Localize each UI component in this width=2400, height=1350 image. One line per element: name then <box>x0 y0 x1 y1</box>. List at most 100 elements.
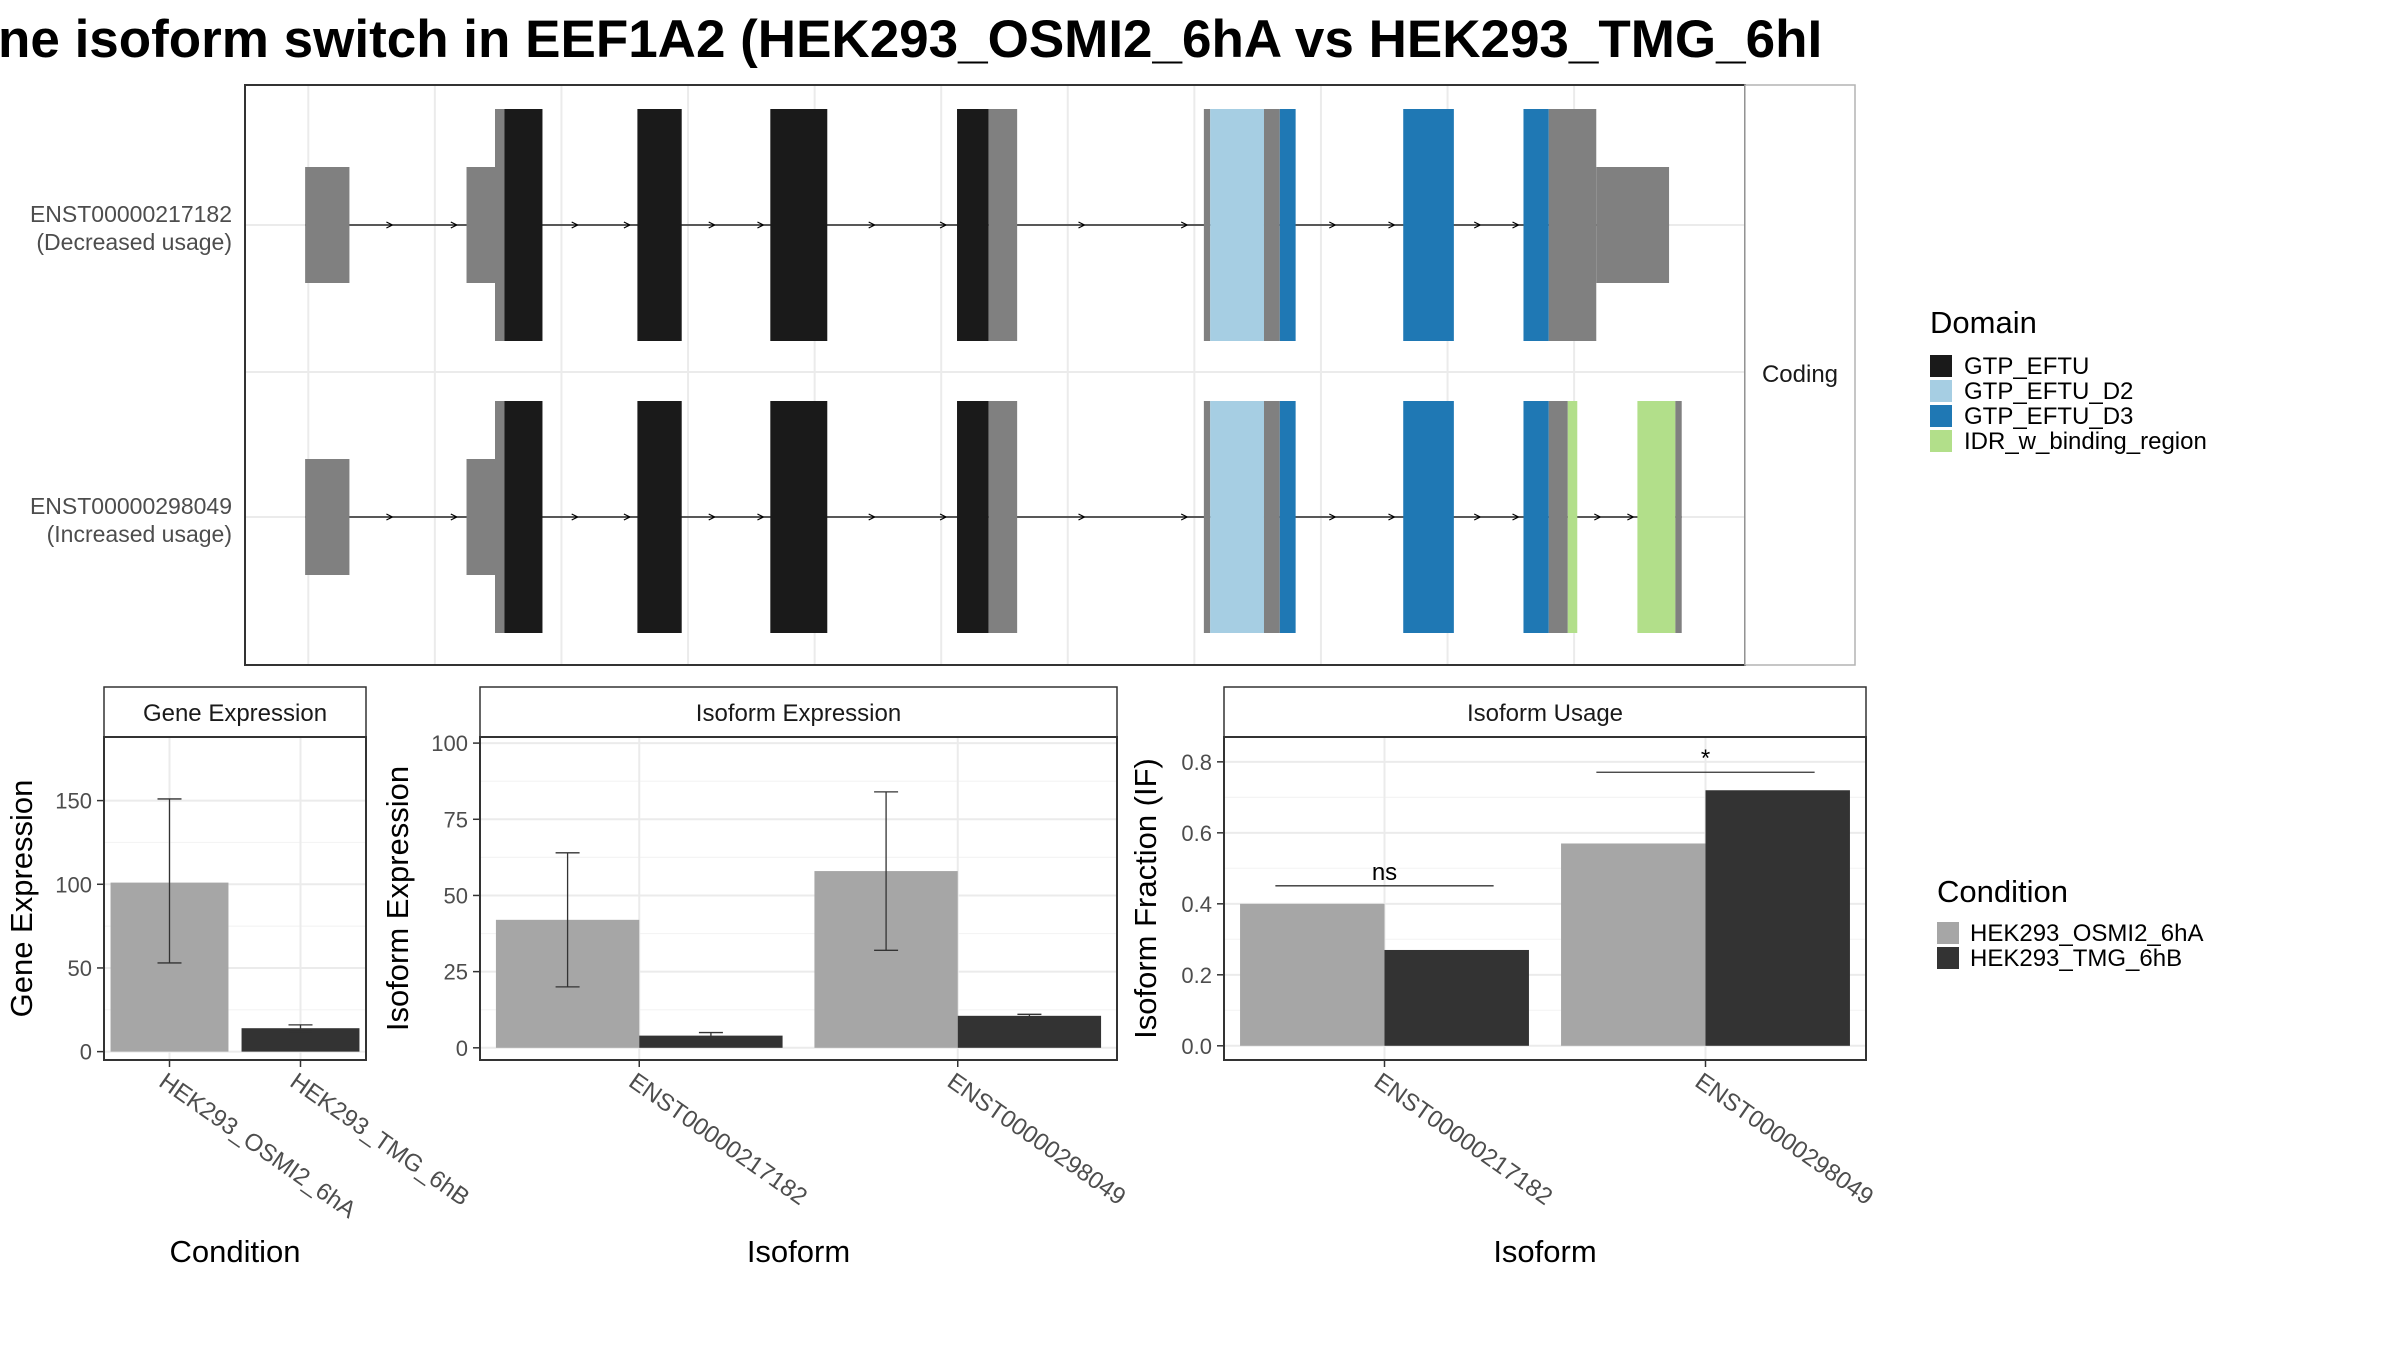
intron-arrow <box>708 513 717 521</box>
isoform-usage-panel: Isoform Usage 0.0 0.2 0.4 0.6 0.8 ENST00000217… <box>1128 686 1878 1269</box>
coding-exon <box>1548 401 1568 633</box>
y-tick-label: 25 <box>444 960 468 985</box>
bar <box>241 1028 360 1052</box>
intron-arrow <box>708 221 717 229</box>
intron-arrow <box>868 221 877 229</box>
intron-arrow <box>1512 221 1520 229</box>
domain-exon-GTP_EFTU_D2 <box>1210 109 1264 341</box>
intron-arrow <box>939 513 948 521</box>
intron-arrow <box>1388 513 1396 521</box>
domain-legend: Domain GTP_EFTUGTP_EFTU_D2GTP_EFTU_D3IDR_… <box>1930 305 2207 455</box>
coding-exon <box>988 401 1018 633</box>
coding-exon <box>495 109 505 341</box>
utr-exon <box>305 459 350 575</box>
y-tick-label: 0 <box>80 1040 92 1065</box>
y-axis-title: Gene Expression <box>4 780 39 1018</box>
significance-label: * <box>1701 745 1710 772</box>
legend-title: Domain <box>1930 305 2037 340</box>
transcript-usage-label: (Decreased usage) <box>36 229 232 255</box>
utr-exon <box>305 167 350 283</box>
isoform-expression-panel: Isoform Expression 0 25 50 75 100 ENST00000217… <box>380 686 1131 1269</box>
bar <box>1240 903 1385 1046</box>
x-tick-label: ENST00000217182 <box>1369 1068 1557 1211</box>
utr-exon <box>1596 167 1670 283</box>
domain-exon-GTP_EFTU_D3 <box>1523 401 1549 633</box>
intron-arrow <box>939 221 948 229</box>
legend-key-GTP_EFTU_D2 <box>1930 380 1952 402</box>
domain-exon-GTP_EFTU <box>957 109 989 341</box>
domain-exon-GTP_EFTU <box>957 401 989 633</box>
intron-arrow <box>1512 513 1520 521</box>
panel-title: Gene Expression <box>143 700 327 727</box>
domain-exon-GTP_EFTU_D3 <box>1279 401 1296 633</box>
intron-arrow <box>1473 221 1482 229</box>
domain-exon-GTP_EFTU <box>770 401 828 633</box>
y-tick-label: 100 <box>431 731 468 756</box>
domain-exon-GTP_EFTU <box>637 109 682 341</box>
legend-label: HEK293_TMG_6hB <box>1970 945 2182 972</box>
y-tick-label: 0.2 <box>1181 963 1212 988</box>
coding-exon <box>1548 109 1597 341</box>
x-axis-title: Isoform <box>747 1234 850 1269</box>
transcript-label: ENST00000217182 <box>30 201 232 227</box>
legend-title: Condition <box>1937 874 2068 909</box>
transcript-structure-panel: ENST00000217182(Decreased usage) ENST0000… <box>30 84 1856 666</box>
panel-border <box>103 736 367 1061</box>
significance-label: ns <box>1372 859 1397 886</box>
y-axis-title: Isoform Fraction (IF) <box>1128 758 1163 1039</box>
domain-exon-GTP_EFTU <box>770 109 828 341</box>
panel-border <box>479 736 1118 1061</box>
domain-exon-GTP_EFTU <box>504 401 543 633</box>
intron-arrow <box>1329 513 1337 521</box>
coding-exon <box>1675 401 1682 633</box>
facet-strip-label: Coding <box>1762 361 1838 388</box>
legend-label: GTP_EFTU_D2 <box>1964 378 2133 405</box>
coding-exon <box>988 109 1018 341</box>
intron-arrow <box>386 513 394 521</box>
x-axis-title: Condition <box>170 1234 301 1269</box>
bar <box>1384 949 1529 1046</box>
y-tick-label: 150 <box>55 789 92 814</box>
intron-arrow <box>450 513 459 521</box>
panel-strip <box>103 686 367 738</box>
bar <box>957 1015 1102 1048</box>
domain-exon-IDR_w_binding_region <box>1637 401 1676 633</box>
intron-arrow <box>1473 513 1482 521</box>
panel-strip <box>479 686 1118 738</box>
domain-exon-IDR_w_binding_region <box>1567 401 1578 633</box>
domain-exon-GTP_EFTU_D2 <box>1210 401 1264 633</box>
x-tick-label: ENST00000298049 <box>942 1068 1130 1211</box>
coding-exon <box>495 401 505 633</box>
domain-exon-GTP_EFTU_D3 <box>1403 401 1454 633</box>
transcript-usage-label: (Increased usage) <box>47 521 232 547</box>
legend-label: IDR_w_binding_region <box>1964 428 2207 455</box>
intron-arrow <box>571 221 580 229</box>
intron-arrow <box>450 221 459 229</box>
y-axis-title: Isoform Expression <box>380 766 415 1031</box>
panel-strip <box>1223 686 1867 738</box>
legend-label: HEK293_OSMI2_6hA <box>1970 920 2203 947</box>
intron-arrow <box>571 513 580 521</box>
domain-exon-GTP_EFTU <box>504 109 543 341</box>
intron-arrow <box>386 221 394 229</box>
domain-exon-GTP_EFTU_D3 <box>1523 109 1549 341</box>
panel-title: Isoform Usage <box>1467 700 1623 727</box>
intron-arrow <box>1078 221 1086 229</box>
y-tick-label: 0.6 <box>1181 821 1212 846</box>
x-axis-title: Isoform <box>1493 1234 1596 1269</box>
intron-arrow <box>1180 221 1189 229</box>
y-tick-label: 0.0 <box>1181 1034 1212 1059</box>
transcript-label: ENST00000298049 <box>30 493 232 519</box>
domain-exon-GTP_EFTU <box>637 401 682 633</box>
legend-key-GTP_EFTU_D3 <box>1930 405 1952 427</box>
y-tick-label: 50 <box>444 883 468 908</box>
utr-exon <box>466 167 495 283</box>
x-tick-label: ENST00000298049 <box>1690 1068 1878 1211</box>
legend-label: GTP_EFTU_D3 <box>1964 403 2133 430</box>
intron-arrow <box>757 513 765 521</box>
panel-border <box>1223 736 1867 1061</box>
bar <box>1705 790 1850 1046</box>
bar <box>639 1035 783 1048</box>
